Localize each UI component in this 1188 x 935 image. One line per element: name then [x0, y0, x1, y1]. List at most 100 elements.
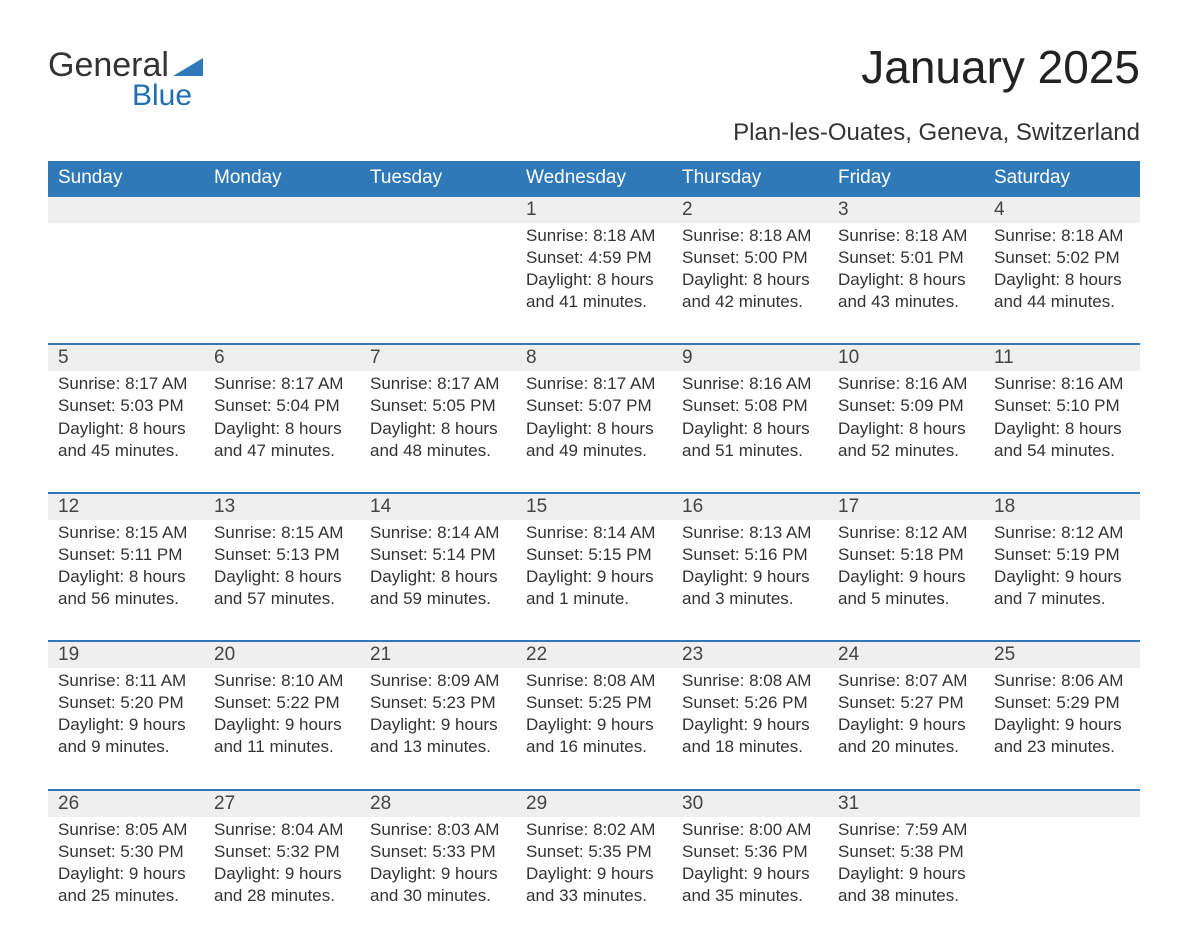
sunrise-line: Sunrise: 7:59 AM: [838, 819, 974, 841]
day-detail-cell: Sunrise: 8:08 AMSunset: 5:25 PMDaylight:…: [516, 668, 672, 789]
day-number-cell: 15: [516, 493, 672, 520]
brand-logo: General Blue: [48, 40, 203, 113]
sunrise-line: Sunrise: 8:09 AM: [370, 670, 506, 692]
sunrise-line: Sunrise: 8:16 AM: [682, 373, 818, 395]
day-number-cell: 8: [516, 344, 672, 371]
daylight-line: Daylight: 8 hours and 51 minutes.: [682, 418, 818, 462]
daylight-line: Daylight: 9 hours and 25 minutes.: [58, 863, 194, 907]
weekday-header-row: Sunday Monday Tuesday Wednesday Thursday…: [48, 161, 1140, 196]
day-detail-cell: Sunrise: 8:00 AMSunset: 5:36 PMDaylight:…: [672, 817, 828, 935]
sunset-line: Sunset: 5:32 PM: [214, 841, 350, 863]
day-detail-cell: Sunrise: 8:09 AMSunset: 5:23 PMDaylight:…: [360, 668, 516, 789]
day-detail-cell: Sunrise: 8:05 AMSunset: 5:30 PMDaylight:…: [48, 817, 204, 935]
day-detail-cell: Sunrise: 8:08 AMSunset: 5:26 PMDaylight:…: [672, 668, 828, 789]
sunset-line: Sunset: 5:35 PM: [526, 841, 662, 863]
day-detail-cell: Sunrise: 8:16 AMSunset: 5:10 PMDaylight:…: [984, 371, 1140, 492]
page-title: January 2025: [861, 40, 1140, 94]
day-detail-cell: Sunrise: 8:16 AMSunset: 5:09 PMDaylight:…: [828, 371, 984, 492]
day-detail-cell: Sunrise: 8:11 AMSunset: 5:20 PMDaylight:…: [48, 668, 204, 789]
daylight-line: Daylight: 8 hours and 47 minutes.: [214, 418, 350, 462]
day-detail-cell: Sunrise: 8:16 AMSunset: 5:08 PMDaylight:…: [672, 371, 828, 492]
sunset-line: Sunset: 5:16 PM: [682, 544, 818, 566]
day-detail-cell: Sunrise: 8:18 AMSunset: 5:01 PMDaylight:…: [828, 223, 984, 344]
sunset-line: Sunset: 5:07 PM: [526, 395, 662, 417]
sunset-line: Sunset: 5:36 PM: [682, 841, 818, 863]
sunrise-line: Sunrise: 8:02 AM: [526, 819, 662, 841]
day-detail-cell: Sunrise: 8:06 AMSunset: 5:29 PMDaylight:…: [984, 668, 1140, 789]
sunrise-line: Sunrise: 8:08 AM: [682, 670, 818, 692]
sunset-line: Sunset: 5:08 PM: [682, 395, 818, 417]
sunset-line: Sunset: 5:14 PM: [370, 544, 506, 566]
sunset-line: Sunset: 5:10 PM: [994, 395, 1130, 417]
day-number-cell: [48, 196, 204, 223]
sunrise-line: Sunrise: 8:00 AM: [682, 819, 818, 841]
day-number-cell: 22: [516, 641, 672, 668]
sunrise-line: Sunrise: 8:18 AM: [682, 225, 818, 247]
day-detail-cell: Sunrise: 8:18 AMSunset: 5:02 PMDaylight:…: [984, 223, 1140, 344]
day-number-cell: 1: [516, 196, 672, 223]
day-detail-cell: Sunrise: 8:18 AMSunset: 5:00 PMDaylight:…: [672, 223, 828, 344]
weekday-header: Sunday: [48, 161, 204, 196]
sunset-line: Sunset: 5:15 PM: [526, 544, 662, 566]
day-detail-row: Sunrise: 8:11 AMSunset: 5:20 PMDaylight:…: [48, 668, 1140, 789]
day-number-cell: 7: [360, 344, 516, 371]
daylight-line: Daylight: 8 hours and 54 minutes.: [994, 418, 1130, 462]
sunset-line: Sunset: 5:20 PM: [58, 692, 194, 714]
day-detail-row: Sunrise: 8:05 AMSunset: 5:30 PMDaylight:…: [48, 817, 1140, 935]
day-detail-cell: Sunrise: 8:07 AMSunset: 5:27 PMDaylight:…: [828, 668, 984, 789]
sunrise-line: Sunrise: 8:14 AM: [526, 522, 662, 544]
daylight-line: Daylight: 8 hours and 56 minutes.: [58, 566, 194, 610]
daylight-line: Daylight: 8 hours and 52 minutes.: [838, 418, 974, 462]
day-number-cell: 28: [360, 790, 516, 817]
day-number-cell: 25: [984, 641, 1140, 668]
sunset-line: Sunset: 5:29 PM: [994, 692, 1130, 714]
day-number-cell: 23: [672, 641, 828, 668]
day-detail-cell: Sunrise: 8:15 AMSunset: 5:11 PMDaylight:…: [48, 520, 204, 641]
day-detail-row: Sunrise: 8:17 AMSunset: 5:03 PMDaylight:…: [48, 371, 1140, 492]
day-number-row: 19202122232425: [48, 641, 1140, 668]
sunset-line: Sunset: 5:22 PM: [214, 692, 350, 714]
day-number-cell: 18: [984, 493, 1140, 520]
sunset-line: Sunset: 5:00 PM: [682, 247, 818, 269]
day-detail-cell: Sunrise: 8:14 AMSunset: 5:14 PMDaylight:…: [360, 520, 516, 641]
sunset-line: Sunset: 5:02 PM: [994, 247, 1130, 269]
daylight-line: Daylight: 9 hours and 16 minutes.: [526, 714, 662, 758]
sunrise-line: Sunrise: 8:17 AM: [370, 373, 506, 395]
sunrise-line: Sunrise: 8:14 AM: [370, 522, 506, 544]
day-detail-cell: Sunrise: 8:14 AMSunset: 5:15 PMDaylight:…: [516, 520, 672, 641]
sunrise-line: Sunrise: 8:12 AM: [994, 522, 1130, 544]
sunset-line: Sunset: 5:38 PM: [838, 841, 974, 863]
day-number-cell: 12: [48, 493, 204, 520]
weekday-header: Monday: [204, 161, 360, 196]
daylight-line: Daylight: 9 hours and 13 minutes.: [370, 714, 506, 758]
sunset-line: Sunset: 5:27 PM: [838, 692, 974, 714]
day-number-cell: 21: [360, 641, 516, 668]
daylight-line: Daylight: 8 hours and 42 minutes.: [682, 269, 818, 313]
day-number-cell: 16: [672, 493, 828, 520]
daylight-line: Daylight: 9 hours and 5 minutes.: [838, 566, 974, 610]
day-detail-cell: [360, 223, 516, 344]
daylight-line: Daylight: 8 hours and 57 minutes.: [214, 566, 350, 610]
daylight-line: Daylight: 9 hours and 18 minutes.: [682, 714, 818, 758]
sunset-line: Sunset: 5:25 PM: [526, 692, 662, 714]
sunset-line: Sunset: 5:26 PM: [682, 692, 818, 714]
sunrise-line: Sunrise: 8:06 AM: [994, 670, 1130, 692]
sunset-line: Sunset: 5:01 PM: [838, 247, 974, 269]
day-number-cell: 10: [828, 344, 984, 371]
daylight-line: Daylight: 9 hours and 9 minutes.: [58, 714, 194, 758]
sunrise-line: Sunrise: 8:12 AM: [838, 522, 974, 544]
sunset-line: Sunset: 5:19 PM: [994, 544, 1130, 566]
daylight-line: Daylight: 9 hours and 1 minute.: [526, 566, 662, 610]
sunrise-line: Sunrise: 8:08 AM: [526, 670, 662, 692]
day-detail-cell: Sunrise: 8:04 AMSunset: 5:32 PMDaylight:…: [204, 817, 360, 935]
sunrise-line: Sunrise: 8:13 AM: [682, 522, 818, 544]
day-detail-cell: [984, 817, 1140, 935]
daylight-line: Daylight: 8 hours and 59 minutes.: [370, 566, 506, 610]
day-number-cell: 4: [984, 196, 1140, 223]
day-number-cell: [204, 196, 360, 223]
day-number-row: 262728293031: [48, 790, 1140, 817]
sunrise-line: Sunrise: 8:17 AM: [526, 373, 662, 395]
day-detail-cell: Sunrise: 8:03 AMSunset: 5:33 PMDaylight:…: [360, 817, 516, 935]
sunrise-line: Sunrise: 8:05 AM: [58, 819, 194, 841]
daylight-line: Daylight: 9 hours and 23 minutes.: [994, 714, 1130, 758]
